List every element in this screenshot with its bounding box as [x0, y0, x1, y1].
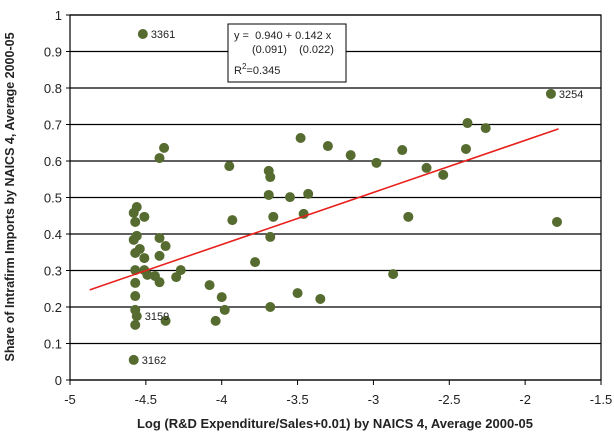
point: [265, 172, 276, 183]
y-tick-label: 0: [55, 373, 62, 388]
point-label: 3162: [142, 355, 166, 367]
point: [130, 216, 141, 227]
y-tick-label: 0.8: [44, 81, 62, 96]
plot-border: [69, 14, 602, 381]
point: [295, 133, 306, 144]
point-label: 3254: [559, 89, 583, 101]
annotation: y = 0.940 + 0.142 x (0.091) (0.022) R2=0.3…: [227, 23, 347, 83]
annotation-box: [227, 23, 347, 83]
point: [460, 143, 471, 154]
point: [154, 233, 165, 244]
point: [210, 315, 221, 326]
r-squared-sup: 2: [242, 62, 247, 71]
point: [388, 269, 399, 280]
point: [263, 189, 274, 200]
point: [268, 211, 279, 222]
point: [265, 231, 276, 242]
point: [154, 153, 165, 164]
point: [250, 257, 261, 268]
point: [292, 288, 303, 299]
point: [130, 247, 141, 258]
point: [171, 272, 182, 283]
point: [160, 241, 171, 252]
point: [139, 253, 150, 264]
point: [265, 302, 276, 312]
point-label: 3159: [145, 311, 169, 323]
fit-line: [89, 128, 559, 291]
y-axis-label: Share of Intrafirm Imports by NAICS 4, A…: [3, 32, 17, 361]
point: [130, 319, 141, 330]
r-squared-value: =0.345: [246, 65, 280, 77]
point: [284, 192, 295, 203]
point: [303, 188, 314, 199]
point: [130, 291, 141, 302]
point: [227, 215, 238, 226]
point: [130, 277, 141, 288]
r-squared-r: R: [234, 65, 242, 77]
y-tick-label: 0.7: [44, 118, 62, 133]
x-tick-label: -5: [64, 392, 76, 407]
y-tick-label: 1: [55, 8, 62, 23]
x-tick-label: -2.5: [438, 392, 460, 407]
point: [128, 234, 139, 245]
x-tick-label: -4.5: [135, 392, 157, 407]
point: [403, 211, 414, 222]
point: [438, 169, 449, 180]
point: [552, 216, 563, 227]
point: [137, 28, 148, 39]
point: [315, 293, 326, 304]
y-tick-label: 0.6: [44, 154, 62, 169]
x-axis-label: Log (R&D Expenditure/Sales+0.01) by NAIC…: [137, 416, 533, 431]
point: [159, 142, 170, 153]
y-tick-label: 0.2: [44, 300, 62, 315]
y-tick-label: 0.4: [44, 227, 62, 242]
point: [421, 162, 432, 173]
point: [371, 157, 382, 168]
point: [128, 354, 139, 365]
point: [224, 161, 235, 172]
equation: y = 0.940 + 0.142 x: [234, 30, 332, 42]
x-tick-label: -1.5: [590, 392, 612, 407]
x-tick-label: -3.5: [286, 392, 308, 407]
x-tick-label: -3: [368, 392, 380, 407]
r-squared: R2=0.345: [234, 62, 280, 77]
point: [204, 280, 215, 291]
y-tick-label: 0.1: [44, 337, 62, 352]
point: [216, 292, 227, 303]
point: [545, 88, 556, 99]
point: [322, 141, 333, 152]
point: [160, 315, 171, 326]
x-tick-label: -2: [519, 392, 531, 407]
x-tick-label: -4: [216, 392, 228, 407]
point: [462, 118, 473, 129]
point: [154, 250, 165, 261]
point: [345, 150, 356, 161]
point: [139, 211, 150, 222]
point: [480, 123, 491, 134]
std-errors: (0.091) (0.022): [252, 44, 334, 56]
point: [154, 277, 165, 288]
point: [131, 311, 142, 322]
point: [128, 207, 139, 218]
y-tick-label: 0.3: [44, 264, 62, 279]
y-tick-label: 0.9: [44, 45, 62, 60]
point: [397, 145, 408, 156]
point-label: 3361: [151, 29, 175, 41]
y-tick-label: 0.5: [44, 191, 62, 206]
point: [219, 304, 230, 315]
